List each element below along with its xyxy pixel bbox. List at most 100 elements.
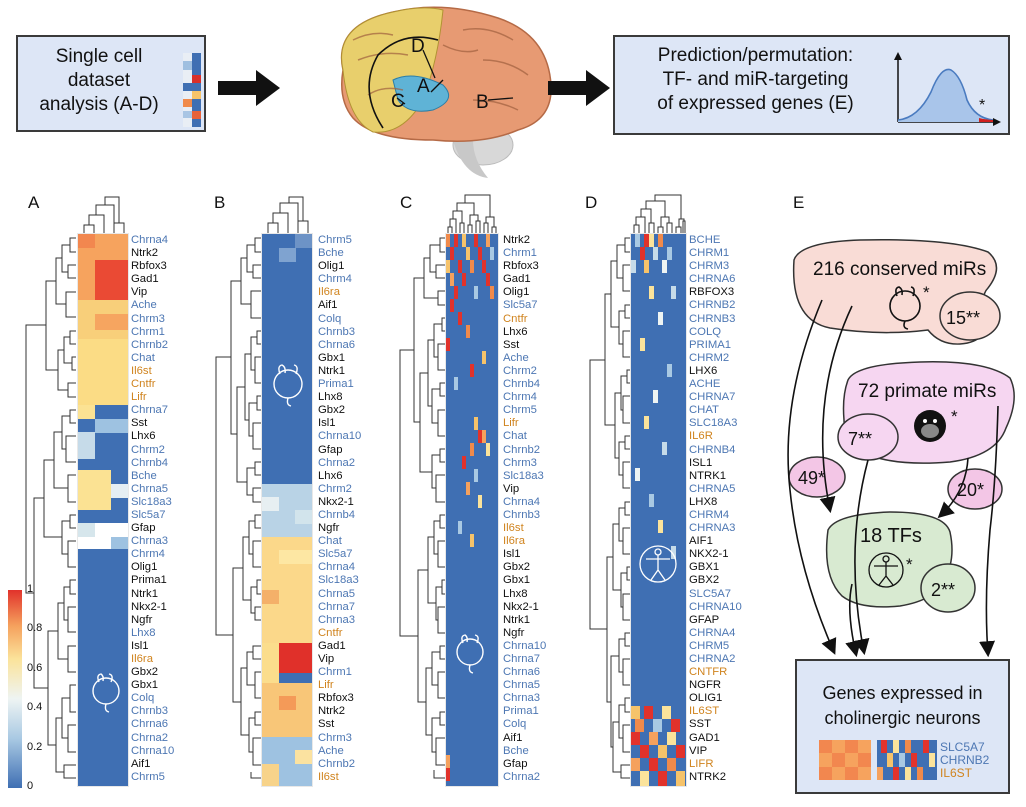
gene-label: Colq <box>131 692 155 705</box>
gene-label: Bche <box>503 744 529 757</box>
gene-label: Chrm4 <box>503 391 537 404</box>
dendrogram-cols-a <box>83 196 125 235</box>
gene-label: Il6st <box>503 522 524 535</box>
gene-label: Isl1 <box>318 417 336 430</box>
gene-label: Lhx6 <box>503 325 528 338</box>
gene-label: GBX2 <box>689 574 720 587</box>
prediction-text: Prediction/permutation: TF- and miR-targ… <box>657 45 854 114</box>
gene-label: OLIG1 <box>689 692 723 705</box>
gene-label: Chrna3 <box>318 613 356 626</box>
mini-heatmap <box>183 53 201 127</box>
gene-label: Il6st <box>131 364 152 377</box>
gene-label: COLQ <box>689 325 722 338</box>
tfs-star: * <box>906 555 913 574</box>
gene-label: CHRNA7 <box>689 391 736 404</box>
human-figure-icon <box>639 545 677 583</box>
gene-list-c: Ntrk2 Chrm1 Rbfox3 Gad1 Olig1 Slc5a7 Cntfr Lhx6… <box>503 234 546 784</box>
heatmap-c-hot <box>446 234 494 781</box>
gene-label: Chrna3 <box>503 692 541 705</box>
gene-label: LHX8 <box>689 495 718 508</box>
distribution-plot: * <box>894 52 1001 126</box>
gene-label: Chrm1 <box>131 325 165 338</box>
gene-label: Ntrk2 <box>131 247 158 260</box>
heatmap-d-cells <box>631 234 686 786</box>
gene-label: Chrm2 <box>131 443 165 456</box>
gene-label: Ngfr <box>131 613 153 626</box>
mouse-icon <box>456 634 484 674</box>
tfs-label: 18 TFs <box>860 525 922 547</box>
gene-label: Chrm5 <box>318 234 352 246</box>
gene-list-b: Chrm5 Bche Olig1 Chrm4 Il6ra Aif1 Colq Chrnb3 Ch… <box>318 234 361 784</box>
primate-sub-label: 7** <box>848 429 872 449</box>
gene-label: Gbx2 <box>503 561 531 574</box>
gene-label: Prima1 <box>503 705 539 718</box>
gene-label: Ntrk1 <box>503 613 530 626</box>
gene-label: Chrnb4 <box>318 508 356 521</box>
panel-letter-c: C <box>400 193 413 212</box>
gene-label: Ntrk2 <box>503 234 530 246</box>
gene-label: Chrna2 <box>503 770 541 783</box>
gene-label: CHRNA6 <box>689 273 736 286</box>
gene-label: Chat <box>503 430 527 443</box>
gene-label: Gbx1 <box>318 351 346 364</box>
gene-label: Cntfr <box>131 378 156 391</box>
gene-label: Slc5a7 <box>503 299 538 312</box>
gene-label: Aif1 <box>131 757 151 770</box>
gene-label: Lhx6 <box>131 430 156 443</box>
gene-label: Lhx8 <box>131 626 156 639</box>
gene-label: Gad1 <box>318 639 346 652</box>
gene-label: Isl1 <box>131 639 149 652</box>
gene-label: Chrm4 <box>131 548 165 561</box>
gene-label: Gfap <box>503 757 528 770</box>
gorilla-icon <box>914 410 946 442</box>
gene-label: Gfap <box>131 522 156 535</box>
gene-label: Chrm3 <box>131 312 165 325</box>
panel-letter-e: E <box>793 193 805 212</box>
dataset-analysis-text: Single cell dataset analysis (A-D) <box>39 46 159 115</box>
gene-label: Vip <box>503 482 520 495</box>
gene-label: Gbx2 <box>131 666 159 679</box>
gene-label: Rbfox3 <box>131 260 167 273</box>
gene-label: AIF1 <box>689 535 713 548</box>
gene-label: Chrm4 <box>318 273 352 286</box>
gene-label: Prima1 <box>131 574 167 587</box>
gene-label: CHRM5 <box>689 639 730 652</box>
gene-label: Lifr <box>131 391 147 404</box>
gene-label: ACHE <box>689 378 721 391</box>
gene-label: Chrna2 <box>131 731 169 744</box>
colorbar-tick: 1 <box>27 583 34 595</box>
dendrogram-cols-b <box>267 196 309 235</box>
heatmap-c <box>445 233 499 787</box>
brain-label-c: C <box>391 91 405 112</box>
gene-list-d: BCHE CHRM1 CHRM3 CHRNA6 RBFOX3 CHRNB2 CHRNB3 CO… <box>689 234 742 784</box>
edge-right-ellipse <box>947 468 1003 510</box>
gene-label: Chrm5 <box>131 770 165 783</box>
gene-label: Chrm1 <box>318 666 352 679</box>
gene-label: Chrna5 <box>131 482 169 495</box>
gene-label: IL6ST <box>689 705 720 718</box>
panel-letter-a: A <box>28 193 40 212</box>
dataset-analysis-box <box>16 35 206 132</box>
gene-label: Chrna4 <box>318 561 356 574</box>
gene-label: Cntfr <box>318 626 343 639</box>
mouse-icon <box>889 286 921 330</box>
gene-label: Chrnb2 <box>131 338 169 351</box>
gene-label: Il6ra <box>318 286 340 299</box>
gene-label: IL6R <box>689 430 713 443</box>
tfs-sub-label: 2** <box>931 580 955 600</box>
gene-label: Chrna6 <box>318 338 356 351</box>
gene-label: SST <box>689 718 711 731</box>
gene-label: ISL1 <box>689 456 713 469</box>
dendrogram-cols-d <box>633 194 686 235</box>
brain-illustration: D A C B <box>340 6 552 178</box>
gene-label: Prima1 <box>318 378 354 391</box>
heatmap-d <box>630 233 687 787</box>
colorbar <box>8 590 22 788</box>
primate-mirs-label: 72 primate miRs <box>858 381 996 402</box>
right-arrow-icon <box>548 70 610 106</box>
colorbar-tick: 0 <box>27 780 34 792</box>
gene-label: Slc18a3 <box>131 495 172 508</box>
dendrogram-cols-c <box>447 194 497 235</box>
right-arrow-icon <box>218 70 280 106</box>
gene-label: Sst <box>131 417 148 430</box>
